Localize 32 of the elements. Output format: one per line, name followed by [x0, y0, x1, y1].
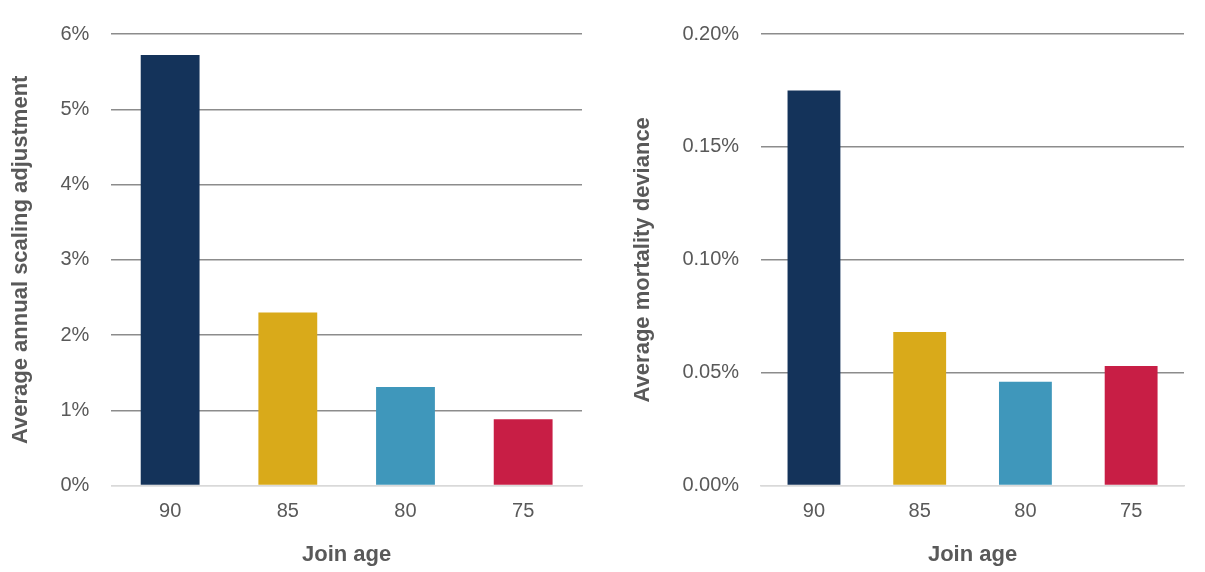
y-tick-label: 0.20% — [682, 21, 740, 44]
bar — [998, 381, 1052, 485]
x-tick-label: 75 — [512, 499, 535, 522]
bar — [258, 312, 318, 485]
y-tick-label: 0% — [60, 473, 90, 496]
bar — [893, 332, 947, 485]
y-tick-label: 2% — [60, 322, 90, 345]
y-tick-label: 6% — [60, 21, 90, 44]
y-tick-label: 5% — [60, 96, 90, 119]
y-axis-title: Average annual scaling adjustment — [7, 74, 33, 444]
bar — [1104, 365, 1158, 485]
y-tick-label: 0.10% — [682, 247, 740, 270]
x-tick-label: 75 — [1120, 499, 1143, 522]
x-tick-label: 80 — [394, 499, 417, 522]
y-tick-label: 0.15% — [682, 134, 740, 157]
y-axis-title: Average mortality deviance — [629, 117, 655, 403]
x-tick-label: 90 — [802, 499, 826, 522]
bar — [493, 419, 553, 485]
y-tick-label: 4% — [60, 172, 90, 195]
x-axis-title: Join age — [927, 540, 1018, 566]
x-tick-label: 85 — [908, 499, 931, 522]
x-tick-label: 85 — [276, 499, 299, 522]
bar — [140, 55, 200, 485]
bar — [376, 387, 435, 485]
x-axis-title: Join age — [302, 540, 392, 566]
bar — [787, 90, 841, 485]
y-tick-label: 0.00% — [682, 473, 740, 496]
x-tick-label: 90 — [159, 499, 182, 522]
y-tick-label: 3% — [60, 247, 90, 270]
x-tick-label: 80 — [1014, 499, 1037, 522]
y-tick-label: 1% — [60, 397, 90, 420]
y-tick-label: 0.05% — [682, 360, 740, 383]
